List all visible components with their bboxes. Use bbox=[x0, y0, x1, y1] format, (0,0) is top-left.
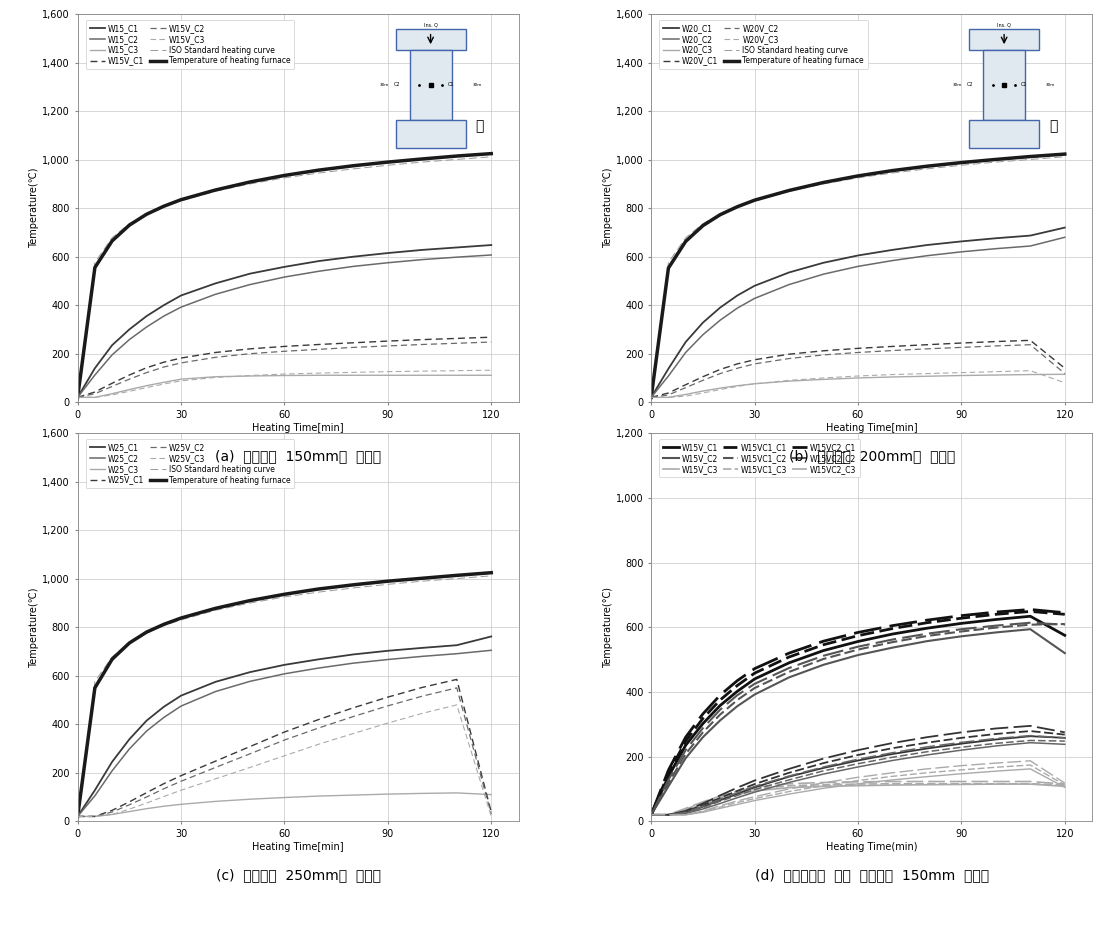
X-axis label: Heating Time[min]: Heating Time[min] bbox=[253, 842, 344, 851]
Legend: W15_C1, W15_C2, W15_C3, W15V_C1, W15V_C2, W15V_C3, ISO Standard heating curve, T: W15_C1, W15_C2, W15_C3, W15V_C1, W15V_C2… bbox=[85, 20, 294, 69]
Y-axis label: Temperature(℃): Temperature(℃) bbox=[603, 168, 613, 248]
Y-axis label: Temperature(℃): Temperature(℃) bbox=[30, 587, 40, 667]
X-axis label: Heating Time[min]: Heating Time[min] bbox=[826, 423, 917, 432]
Legend: W25_C1, W25_C2, W25_C3, W25V_C1, W25V_C2, W25V_C3, ISO Standard heating curve, T: W25_C1, W25_C2, W25_C3, W25V_C1, W25V_C2… bbox=[85, 439, 294, 488]
Text: (b)  뱵체두께  200mm인  실험체: (b) 뱵체두께 200mm인 실험체 bbox=[788, 449, 955, 464]
Legend: W20_C1, W20_C2, W20_C3, W20V_C1, W20V_C2, W20V_C3, ISO Standard heating curve, T: W20_C1, W20_C2, W20_C3, W20V_C1, W20V_C2… bbox=[660, 20, 867, 69]
Text: (d)  축하중비에  따른  뱵체두께  150mm  실험체: (d) 축하중비에 따른 뱵체두께 150mm 실험체 bbox=[755, 868, 989, 883]
Text: (c)  뱵체두께  250mm인  실험체: (c) 뱵체두께 250mm인 실험체 bbox=[216, 868, 380, 883]
Y-axis label: Temperature(℃): Temperature(℃) bbox=[30, 168, 40, 248]
Text: (a)  뱵체두께  150mm인  실험체: (a) 뱵체두께 150mm인 실험체 bbox=[215, 449, 381, 464]
X-axis label: Heating Time[min]: Heating Time[min] bbox=[253, 423, 344, 432]
X-axis label: Heating Time(min): Heating Time(min) bbox=[826, 842, 917, 851]
Legend: W15V_C1, W15V_C2, W15V_C3, W15VC1_C1, W15VC1_C2, W15VC1_C3, W15VC2_C1, W15VC2_C2: W15V_C1, W15V_C2, W15V_C3, W15VC1_C1, W1… bbox=[660, 439, 861, 478]
Y-axis label: Temperature(°C): Temperature(°C) bbox=[603, 587, 613, 667]
